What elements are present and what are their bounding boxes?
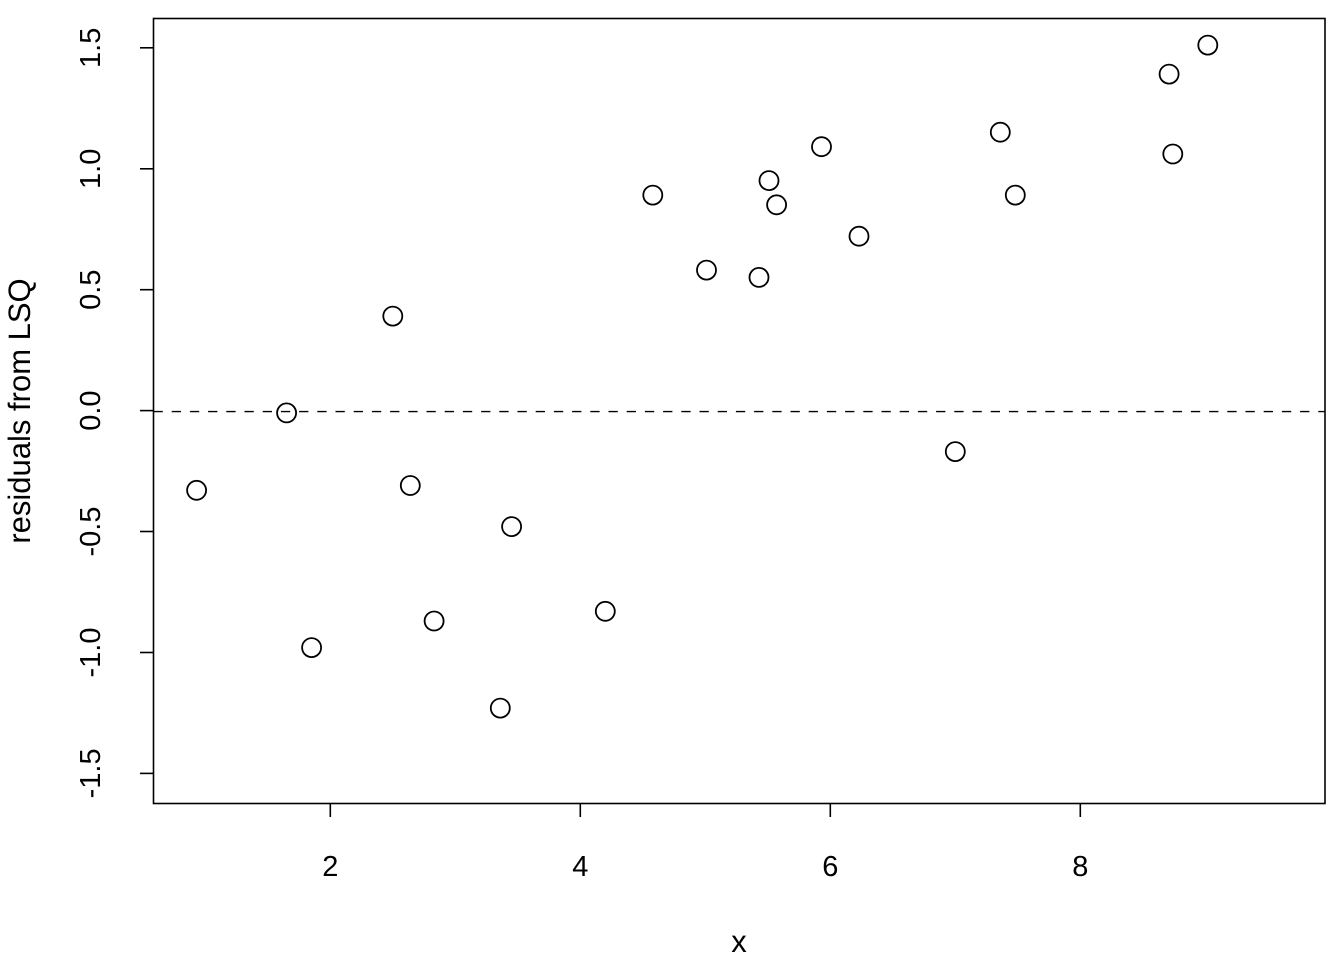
svg-text:x: x	[731, 924, 747, 959]
svg-text:1.5: 1.5	[75, 28, 107, 68]
svg-text:4: 4	[572, 851, 588, 883]
svg-text:0.5: 0.5	[75, 270, 107, 310]
svg-text:-1.5: -1.5	[75, 748, 107, 798]
svg-text:0.0: 0.0	[75, 390, 107, 430]
svg-text:residuals from LSQ: residuals from LSQ	[2, 278, 37, 543]
svg-text:2: 2	[322, 851, 338, 883]
svg-text:1.0: 1.0	[75, 149, 107, 189]
svg-text:-1.0: -1.0	[75, 628, 107, 678]
svg-text:8: 8	[1072, 851, 1088, 883]
svg-text:6: 6	[822, 851, 838, 883]
svg-text:-0.5: -0.5	[75, 507, 107, 557]
